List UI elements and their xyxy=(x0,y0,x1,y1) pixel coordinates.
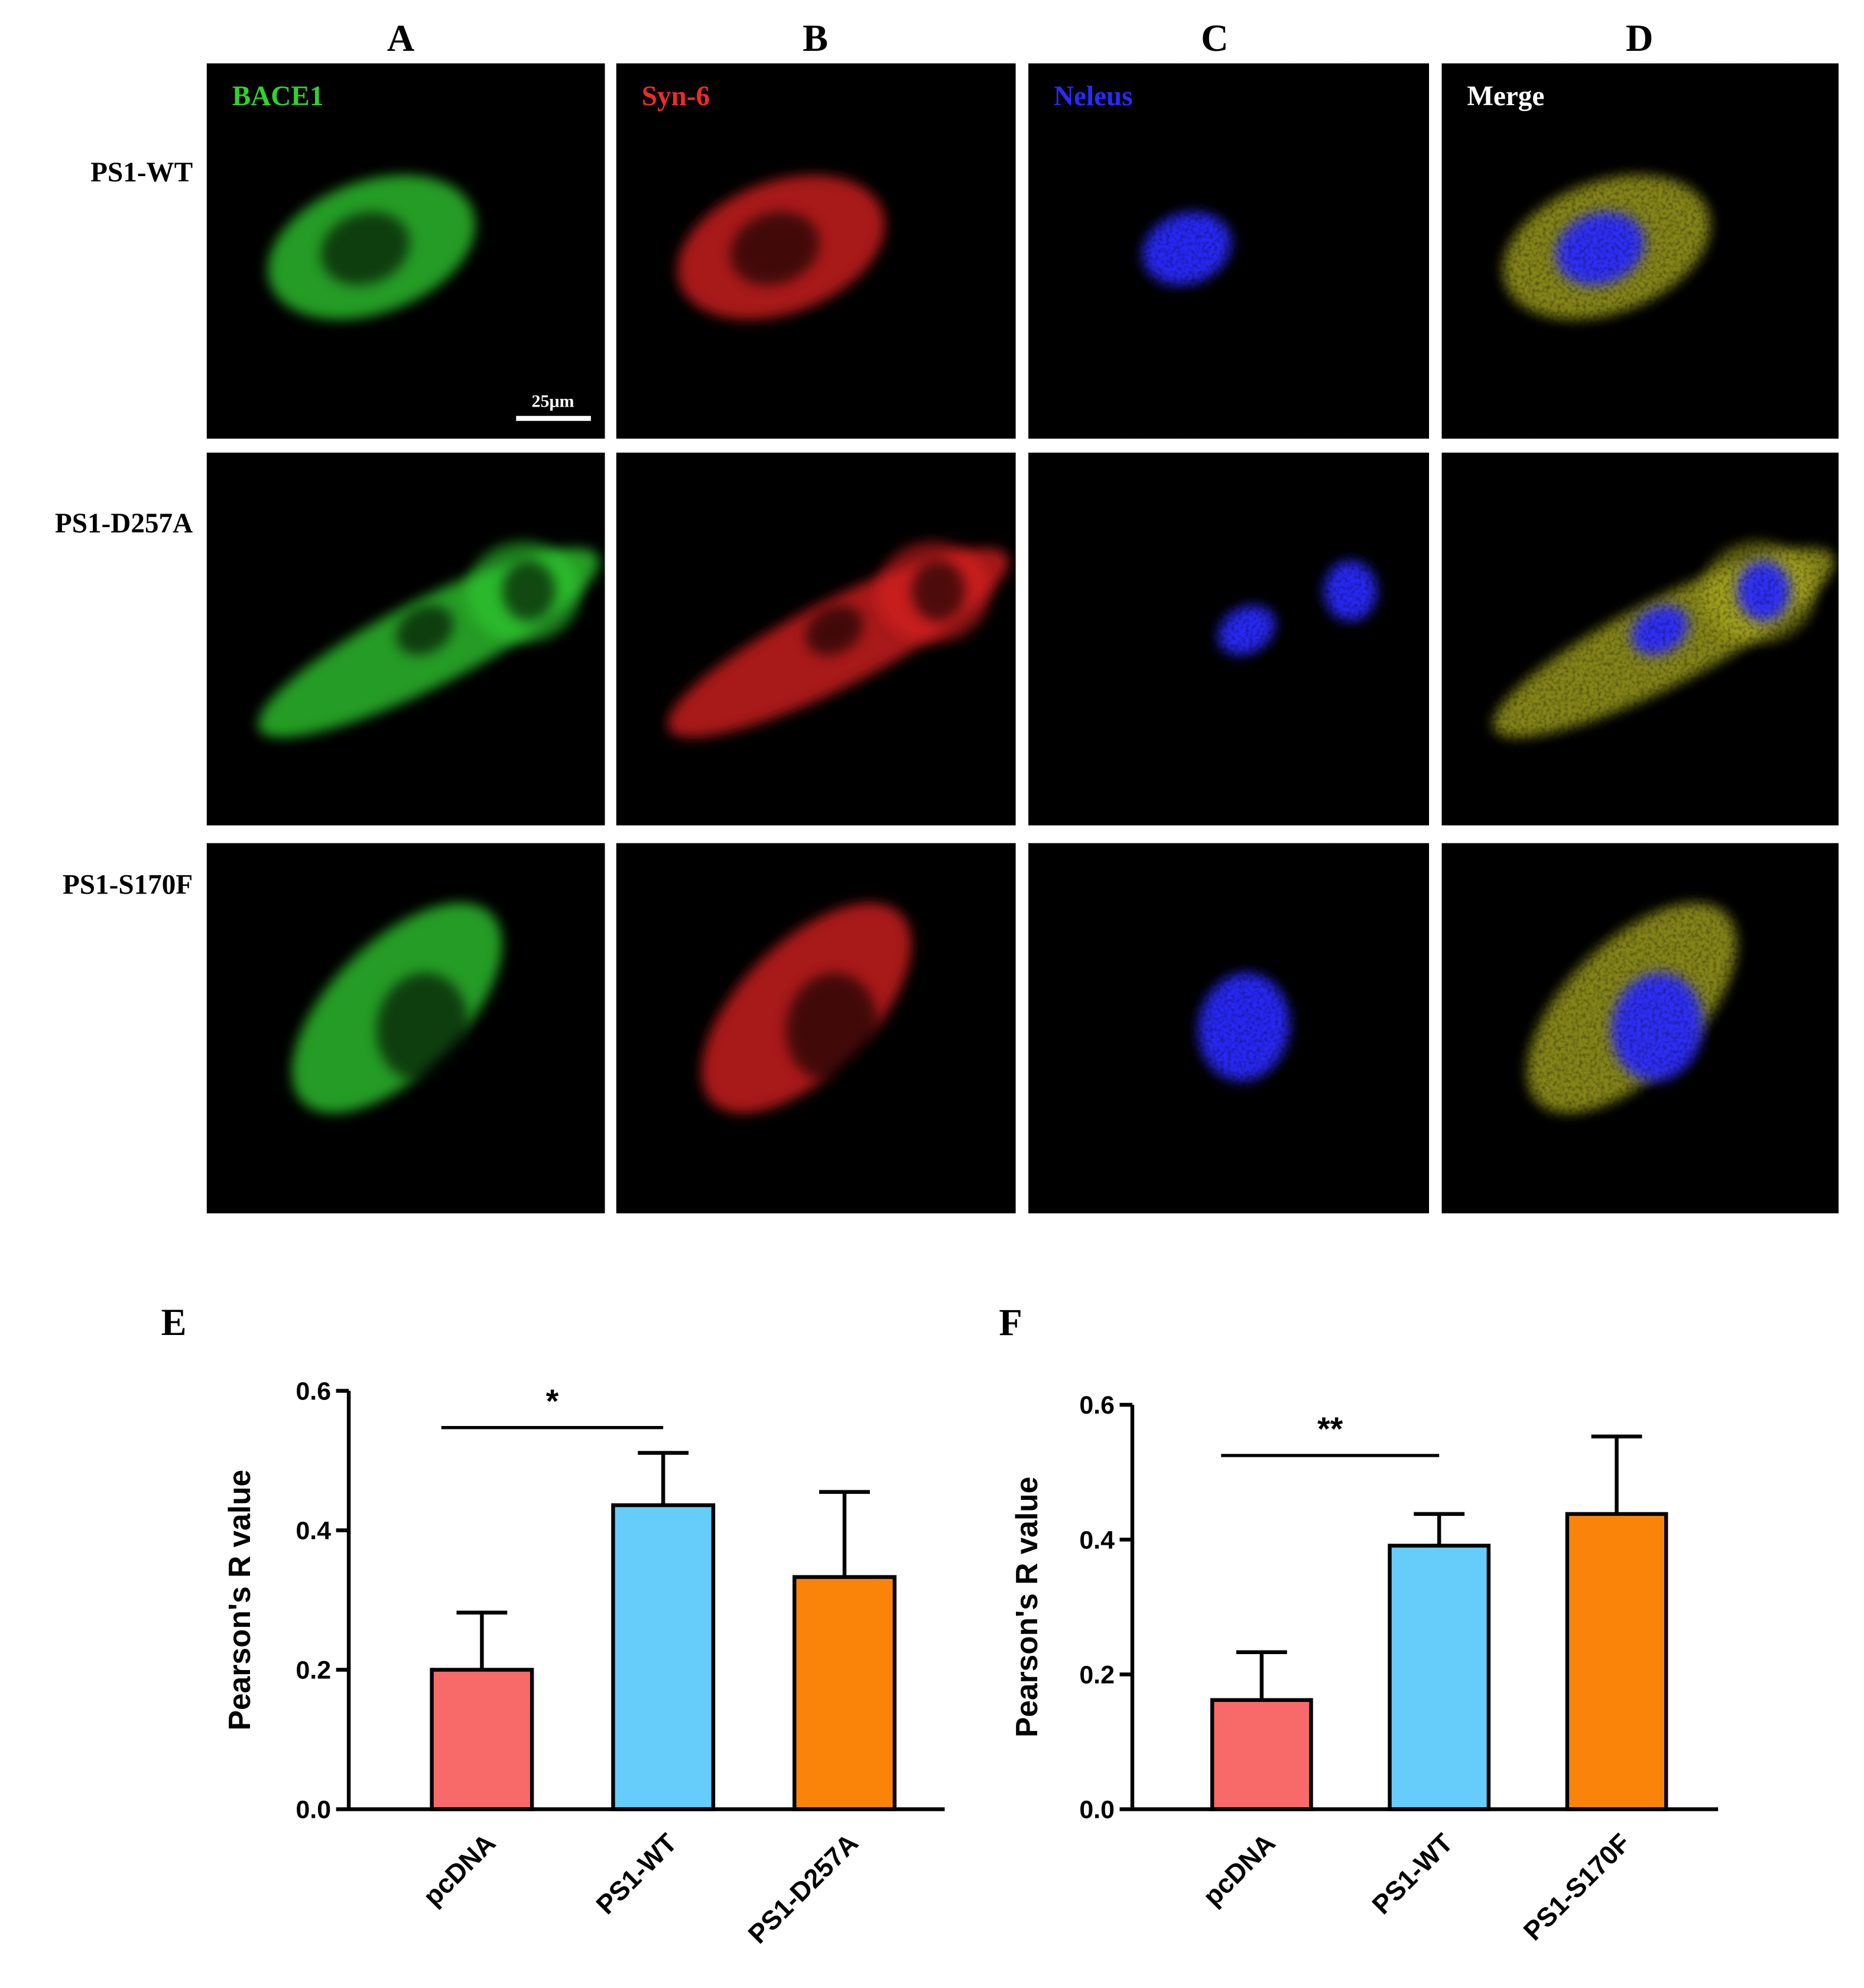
micrograph xyxy=(206,63,605,439)
y-tick-label: 0.0 xyxy=(1079,1796,1115,1824)
micrograph xyxy=(206,452,605,826)
cell-layer xyxy=(291,902,502,1113)
nucleus-shadow xyxy=(911,560,965,622)
x-tick-label: PS1-D257A xyxy=(742,1828,864,1950)
column-label: A xyxy=(387,17,414,59)
x-tick-label: PS1-S170F xyxy=(1518,1828,1636,1947)
micrograph xyxy=(1028,843,1429,1214)
nucleus-shadow xyxy=(502,560,556,622)
y-tick-label: 0.4 xyxy=(1079,1526,1115,1554)
micrograph xyxy=(1028,452,1429,826)
y-tick-label: 0.2 xyxy=(1079,1661,1115,1689)
background-noise xyxy=(1441,452,1839,826)
background-noise xyxy=(1028,63,1429,439)
nucleus-shadow xyxy=(320,212,410,285)
micrograph xyxy=(1441,843,1839,1214)
bar xyxy=(1388,1544,1491,1811)
panel-label: E xyxy=(161,1301,187,1343)
x-tick-label: PS1-WT xyxy=(590,1827,683,1920)
column-label: C xyxy=(1201,17,1228,59)
cell-layer xyxy=(258,541,599,738)
bar xyxy=(793,1575,897,1811)
bar xyxy=(1565,1512,1668,1811)
row-label: PS1-D257A xyxy=(55,508,193,539)
y-tick-label: 0.6 xyxy=(295,1378,331,1406)
nucleus-shadow xyxy=(785,972,878,1081)
cell-layer xyxy=(677,175,885,320)
cell-layer xyxy=(1028,63,1429,439)
row-label: PS1-WT xyxy=(90,157,193,188)
nucleus-shadow xyxy=(376,972,469,1081)
background-noise xyxy=(1441,63,1839,439)
cell-layer xyxy=(1441,843,1839,1214)
cell-layer xyxy=(268,175,476,320)
figure-labels: 25μm A B C D PS1-WT PS1-D257A PS1-S170F BACE1 Syn… xyxy=(55,17,1653,901)
background-noise xyxy=(1441,843,1839,1214)
channel-label: Merge xyxy=(1467,81,1544,112)
row-label: PS1-S170F xyxy=(63,870,193,901)
panel-label: F xyxy=(999,1301,1022,1343)
cell-layer xyxy=(1441,63,1839,439)
channel-label: Syn-6 xyxy=(642,81,710,112)
cell-layer xyxy=(667,541,1009,738)
channel-label: BACE1 xyxy=(232,81,324,112)
y-tick-label: 0.6 xyxy=(1079,1391,1115,1419)
column-label: D xyxy=(1626,17,1653,59)
y-tick-label: 0.4 xyxy=(295,1517,331,1545)
background-noise xyxy=(1028,843,1429,1214)
micrograph xyxy=(206,843,605,1214)
significance-label: ** xyxy=(1317,1411,1343,1447)
microscopy-panels xyxy=(206,63,1839,1214)
micrograph xyxy=(1441,63,1839,439)
micrograph xyxy=(1028,63,1429,439)
cell-layer xyxy=(1441,452,1839,826)
channel-label: Neleus xyxy=(1054,81,1133,112)
nucleus-shadow xyxy=(730,212,820,285)
significance-label: * xyxy=(546,1383,559,1419)
y-tick-label: 0.0 xyxy=(295,1796,331,1824)
x-tick-label: pcDNA xyxy=(417,1828,501,1912)
scale-bar-label: 25μm xyxy=(531,392,574,411)
x-tick-label: pcDNA xyxy=(1197,1828,1281,1912)
micrograph xyxy=(1441,452,1839,826)
micrograph xyxy=(616,843,1016,1214)
cell-layer xyxy=(1028,452,1429,826)
bar xyxy=(611,1503,716,1811)
y-tick-label: 0.2 xyxy=(295,1656,331,1685)
nucleus-shadow xyxy=(806,605,863,655)
bar xyxy=(1210,1698,1313,1811)
charts: E Pearson's R value 0.0 0.2 0.4 0.6 pcDNA PS1-W… xyxy=(161,1301,1719,1950)
nucleus-shadow xyxy=(396,605,454,655)
y-axis-label: Pearson's R value xyxy=(1009,1477,1044,1737)
background-noise xyxy=(1028,452,1429,826)
micrograph xyxy=(616,452,1016,826)
bar xyxy=(430,1668,534,1811)
micrograph xyxy=(616,63,1016,439)
cell-layer xyxy=(701,902,912,1113)
column-label: B xyxy=(803,17,828,59)
cell-layer xyxy=(1028,843,1429,1214)
y-axis-label: Pearson's R value xyxy=(222,1470,256,1730)
x-tick-label: PS1-WT xyxy=(1366,1827,1459,1920)
